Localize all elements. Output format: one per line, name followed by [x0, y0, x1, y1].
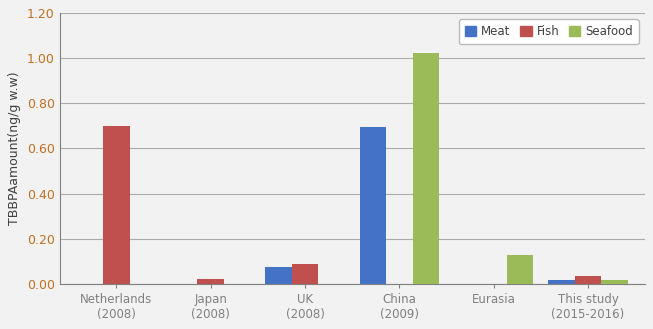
Bar	[601, 280, 628, 284]
Y-axis label: TBBPAamount(ng/g w.w): TBBPAamount(ng/g w.w)	[8, 72, 22, 225]
Bar	[292, 265, 318, 284]
Bar	[265, 267, 292, 284]
Bar	[360, 127, 386, 284]
Bar	[575, 276, 601, 284]
Bar	[197, 279, 224, 284]
Bar	[103, 126, 129, 284]
Legend: Meat, Fish, Seafood: Meat, Fish, Seafood	[458, 19, 639, 44]
Bar	[413, 53, 439, 284]
Bar	[507, 256, 534, 284]
Bar	[549, 280, 575, 284]
